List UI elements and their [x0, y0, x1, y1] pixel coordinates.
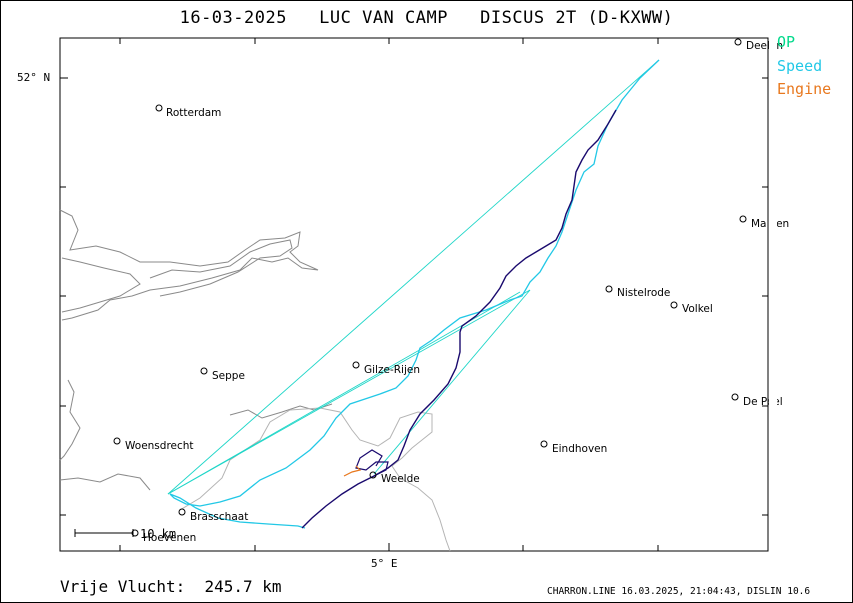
engine-track: [343, 465, 362, 477]
clip-mask: [769, 392, 777, 408]
lon-ticks: [119, 38, 659, 551]
place-markers: [113, 38, 747, 537]
speed-track: [169, 59, 660, 529]
distance-summary: Vrije Vlucht: 245.7 km: [60, 577, 282, 596]
country-border: [179, 407, 451, 552]
place-label-woensdrecht: Woensdrecht: [125, 440, 194, 452]
op-triangle: [167, 59, 660, 495]
scale-bar-label: 10 km: [140, 527, 176, 541]
plot-info: CHARRON.LINE 16.03.2025, 21:04:43, DISLI…: [547, 586, 811, 597]
lon-label: 5° E: [371, 557, 398, 570]
place-label-eindhoven: Eindhoven: [552, 443, 607, 455]
legend-engine-label: Engine: [777, 80, 832, 98]
place-label-seppe: Seppe: [212, 370, 245, 382]
legend-op: OP: [777, 33, 795, 51]
legend-speed: Speed: [777, 57, 822, 75]
clip-mask: [769, 214, 777, 230]
flight-track-local: [355, 449, 389, 477]
place-label-rotterdam: Rotterdam: [166, 107, 221, 119]
place-label-weelde: Weelde: [381, 473, 420, 485]
lat-label: 52° N: [17, 71, 51, 84]
legend-engine: Engine: [777, 80, 831, 98]
legend-op-label: OP: [777, 33, 796, 51]
coastline: [59, 209, 333, 491]
lat-ticks: [60, 77, 768, 516]
place-label-nistelrode: Nistelrode: [617, 287, 670, 299]
place-label-volkel: Volkel: [682, 303, 713, 315]
map-plot-area: [59, 37, 769, 552]
clip-mask: [769, 36, 777, 52]
place-label-hoevenen: Hoevenen: [143, 532, 196, 544]
legend-speed-label: Speed: [777, 57, 823, 75]
scale-bar: 10 km: [74, 527, 176, 541]
place-label-brasschaat: Brasschaat: [190, 511, 248, 523]
place-label-gilze-rijen: Gilze-Rijen: [364, 364, 420, 376]
place-labels: Rotterdam Deelen Malden Nistelrode Volke…: [125, 40, 789, 544]
flight-title: 16-03-2025 LUC VAN CAMP DISCUS 2T (D-KXW…: [179, 8, 674, 28]
